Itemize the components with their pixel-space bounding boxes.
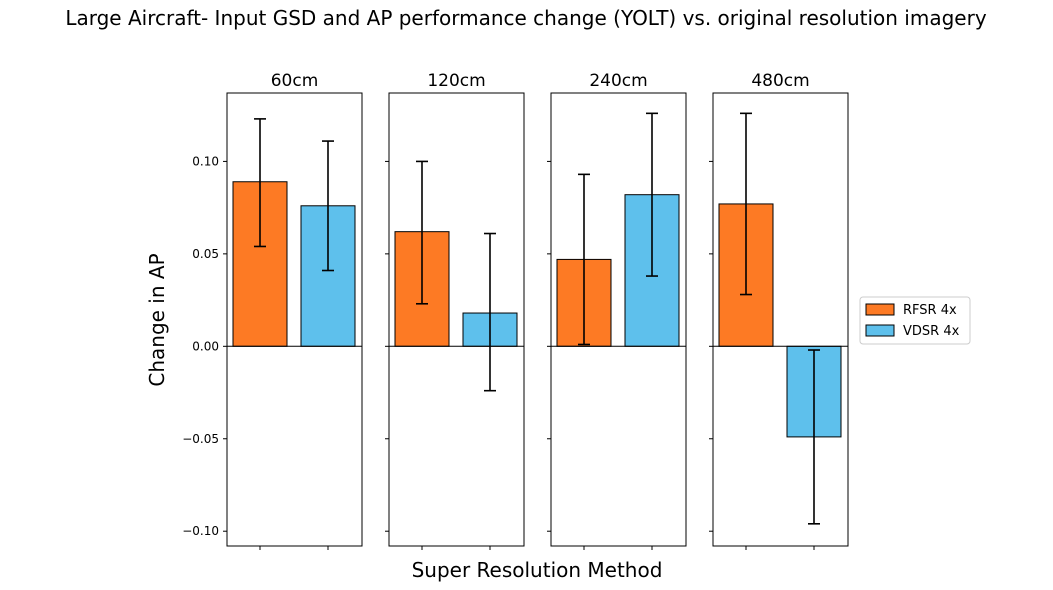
y-tick-label: −0.05 (182, 432, 219, 446)
panel-frame (388, 92, 525, 547)
legend-swatch (865, 324, 895, 337)
legend-label: RFSR 4x (903, 303, 957, 318)
legend-label: VDSR 4x (903, 324, 960, 339)
panel-240cm: 240cm (547, 71, 687, 550)
y-tick-label: 0.10 (192, 154, 219, 168)
panel-title: 60cm (271, 71, 319, 91)
panel-frame (226, 92, 363, 547)
panel-title: 120cm (427, 71, 485, 91)
panel-120cm: 120cm (385, 71, 525, 550)
panel-title: 480cm (751, 71, 809, 91)
legend-swatch (865, 303, 895, 316)
y-tick-label: −0.10 (182, 524, 219, 538)
panel-60cm: 60cm 0.10 0.05 0.00 −0.05 −0.10 (182, 71, 363, 550)
panel-frame (550, 92, 687, 547)
y-tick-label: 0.00 (192, 339, 219, 353)
x-axis-label: Super Resolution Method (412, 558, 663, 582)
y-axis-label: Change in AP (145, 253, 169, 386)
panels: 60cm 0.10 0.05 0.00 −0.05 −0.10 120cm 240cm 480c… (182, 71, 849, 550)
legend: RFSR 4x VDSR 4x (859, 296, 971, 345)
chart-title: Large Aircraft- Input GSD and AP perform… (65, 6, 986, 30)
panel-frame (712, 92, 849, 547)
y-tick-label: 0.05 (192, 247, 219, 261)
panel-title: 240cm (589, 71, 647, 91)
panel-480cm: 480cm (709, 71, 849, 550)
